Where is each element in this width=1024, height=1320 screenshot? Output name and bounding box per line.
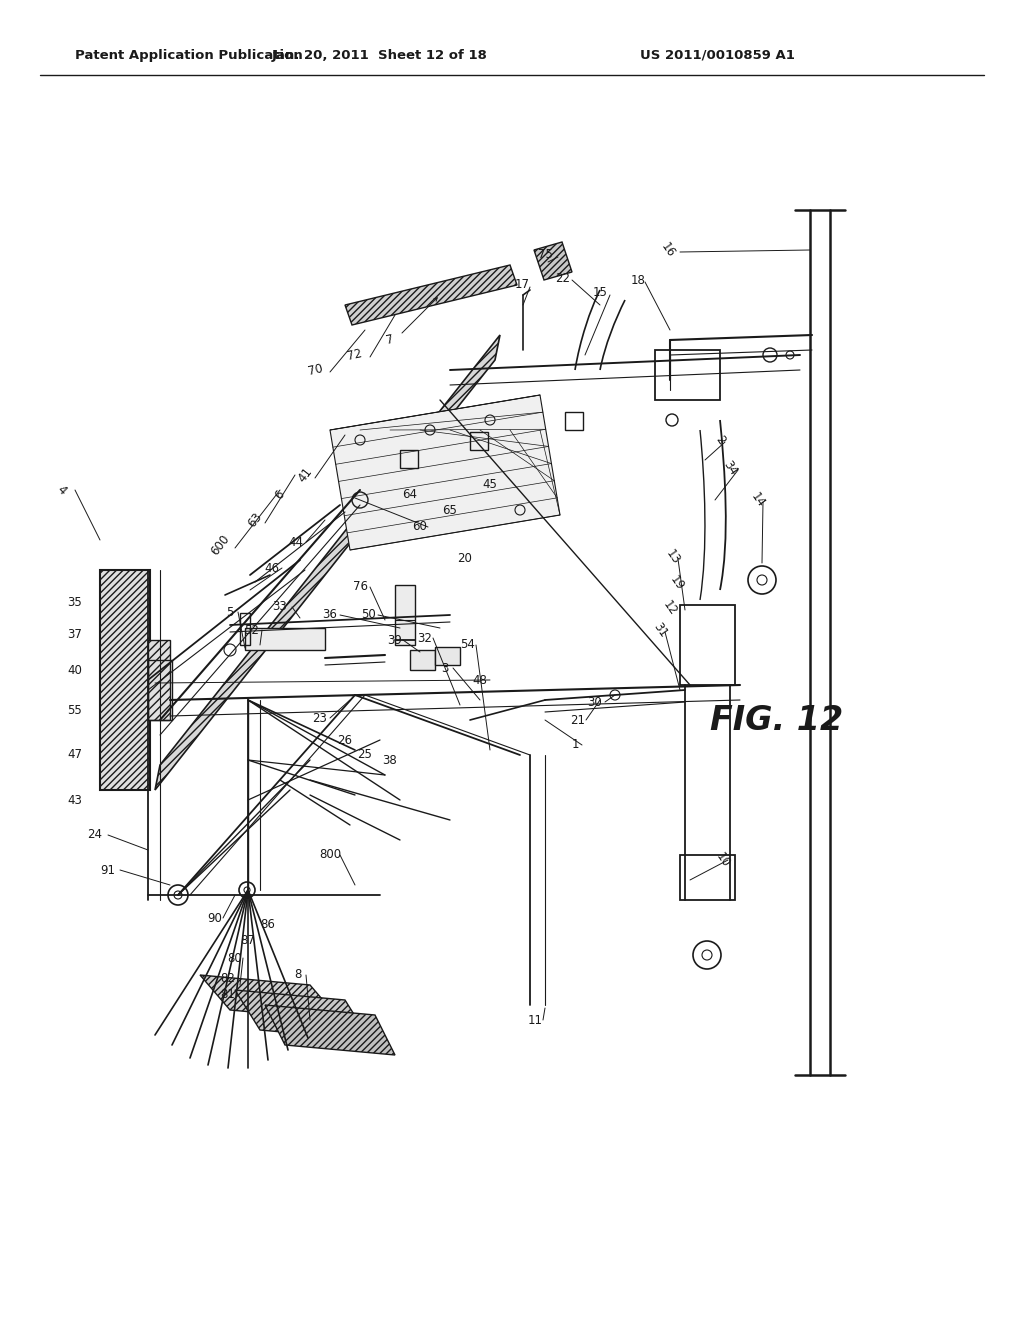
- Text: 32: 32: [418, 631, 432, 644]
- Text: 14: 14: [749, 490, 768, 510]
- Polygon shape: [155, 335, 500, 789]
- Text: 1: 1: [571, 738, 579, 751]
- Text: 60: 60: [413, 520, 427, 533]
- Text: 54: 54: [461, 639, 475, 652]
- Text: 8: 8: [294, 969, 302, 982]
- Text: 16: 16: [658, 240, 678, 260]
- Text: 35: 35: [68, 597, 82, 610]
- Text: 10: 10: [714, 850, 732, 870]
- Text: FIG. 12: FIG. 12: [710, 704, 843, 737]
- Text: 21: 21: [570, 714, 586, 726]
- Bar: [240, 612, 250, 645]
- Text: 19: 19: [668, 573, 687, 593]
- Polygon shape: [345, 265, 517, 325]
- Polygon shape: [330, 395, 560, 550]
- Text: 72: 72: [346, 347, 364, 363]
- Text: Patent Application Publication: Patent Application Publication: [75, 49, 303, 62]
- Text: 5: 5: [226, 606, 233, 619]
- Text: 45: 45: [482, 479, 498, 491]
- Text: 63: 63: [246, 510, 264, 529]
- Text: 4: 4: [54, 483, 70, 498]
- Text: 80: 80: [227, 952, 243, 965]
- Polygon shape: [265, 1005, 395, 1055]
- Text: 90: 90: [208, 912, 222, 924]
- Polygon shape: [234, 990, 370, 1040]
- Text: 37: 37: [68, 628, 83, 642]
- Bar: [400, 450, 418, 469]
- Text: 11: 11: [527, 1014, 543, 1027]
- Text: 24: 24: [87, 829, 102, 842]
- Bar: [435, 647, 460, 665]
- Text: 34: 34: [721, 458, 739, 478]
- Text: 82: 82: [220, 972, 236, 985]
- Text: 39: 39: [387, 634, 402, 647]
- Text: 12: 12: [660, 598, 680, 618]
- Text: 26: 26: [338, 734, 352, 747]
- Text: 13: 13: [664, 548, 683, 566]
- Text: US 2011/0010859 A1: US 2011/0010859 A1: [640, 49, 795, 62]
- Bar: [245, 628, 325, 649]
- Bar: [470, 432, 488, 450]
- Bar: [100, 570, 150, 789]
- Bar: [655, 350, 720, 400]
- Text: Jan. 20, 2011  Sheet 12 of 18: Jan. 20, 2011 Sheet 12 of 18: [272, 49, 488, 62]
- Text: 40: 40: [68, 664, 83, 676]
- Text: 91: 91: [100, 863, 116, 876]
- Text: 50: 50: [360, 609, 376, 622]
- Polygon shape: [534, 242, 572, 280]
- Text: 17: 17: [514, 279, 529, 292]
- Bar: [680, 605, 735, 685]
- Text: 18: 18: [631, 273, 645, 286]
- Text: 3: 3: [441, 661, 449, 675]
- Text: 81: 81: [220, 989, 236, 1002]
- Text: 7: 7: [385, 333, 395, 347]
- Text: 43: 43: [68, 793, 83, 807]
- Text: 600: 600: [208, 532, 232, 558]
- Text: 75: 75: [538, 248, 552, 261]
- Bar: [410, 649, 435, 671]
- Text: 87: 87: [241, 933, 255, 946]
- Text: 6: 6: [272, 488, 288, 502]
- Text: 20: 20: [458, 552, 472, 565]
- Text: 41: 41: [295, 465, 314, 484]
- Polygon shape: [200, 975, 340, 1020]
- Text: 64: 64: [402, 488, 418, 502]
- Text: 48: 48: [472, 673, 487, 686]
- Text: 47: 47: [68, 748, 83, 762]
- Text: 55: 55: [68, 704, 82, 717]
- Text: 44: 44: [289, 536, 303, 549]
- Text: 2: 2: [713, 433, 727, 446]
- Text: 46: 46: [264, 561, 280, 574]
- Text: 23: 23: [312, 711, 328, 725]
- Text: 31: 31: [650, 620, 670, 640]
- Text: 800: 800: [318, 849, 341, 862]
- Text: 36: 36: [323, 609, 338, 622]
- Text: 25: 25: [357, 748, 373, 762]
- Text: 65: 65: [442, 503, 458, 516]
- Text: 30: 30: [588, 696, 602, 709]
- Text: 38: 38: [383, 754, 397, 767]
- Text: 70: 70: [306, 362, 324, 378]
- Text: 15: 15: [593, 286, 607, 300]
- Text: 76: 76: [352, 581, 368, 594]
- Bar: [395, 585, 415, 645]
- Bar: [148, 640, 170, 719]
- Text: 33: 33: [272, 601, 288, 614]
- Bar: [148, 660, 172, 719]
- Text: 52: 52: [245, 623, 259, 636]
- Text: 22: 22: [555, 272, 570, 285]
- Bar: [565, 412, 583, 430]
- Text: 86: 86: [260, 919, 275, 932]
- Bar: [680, 855, 735, 900]
